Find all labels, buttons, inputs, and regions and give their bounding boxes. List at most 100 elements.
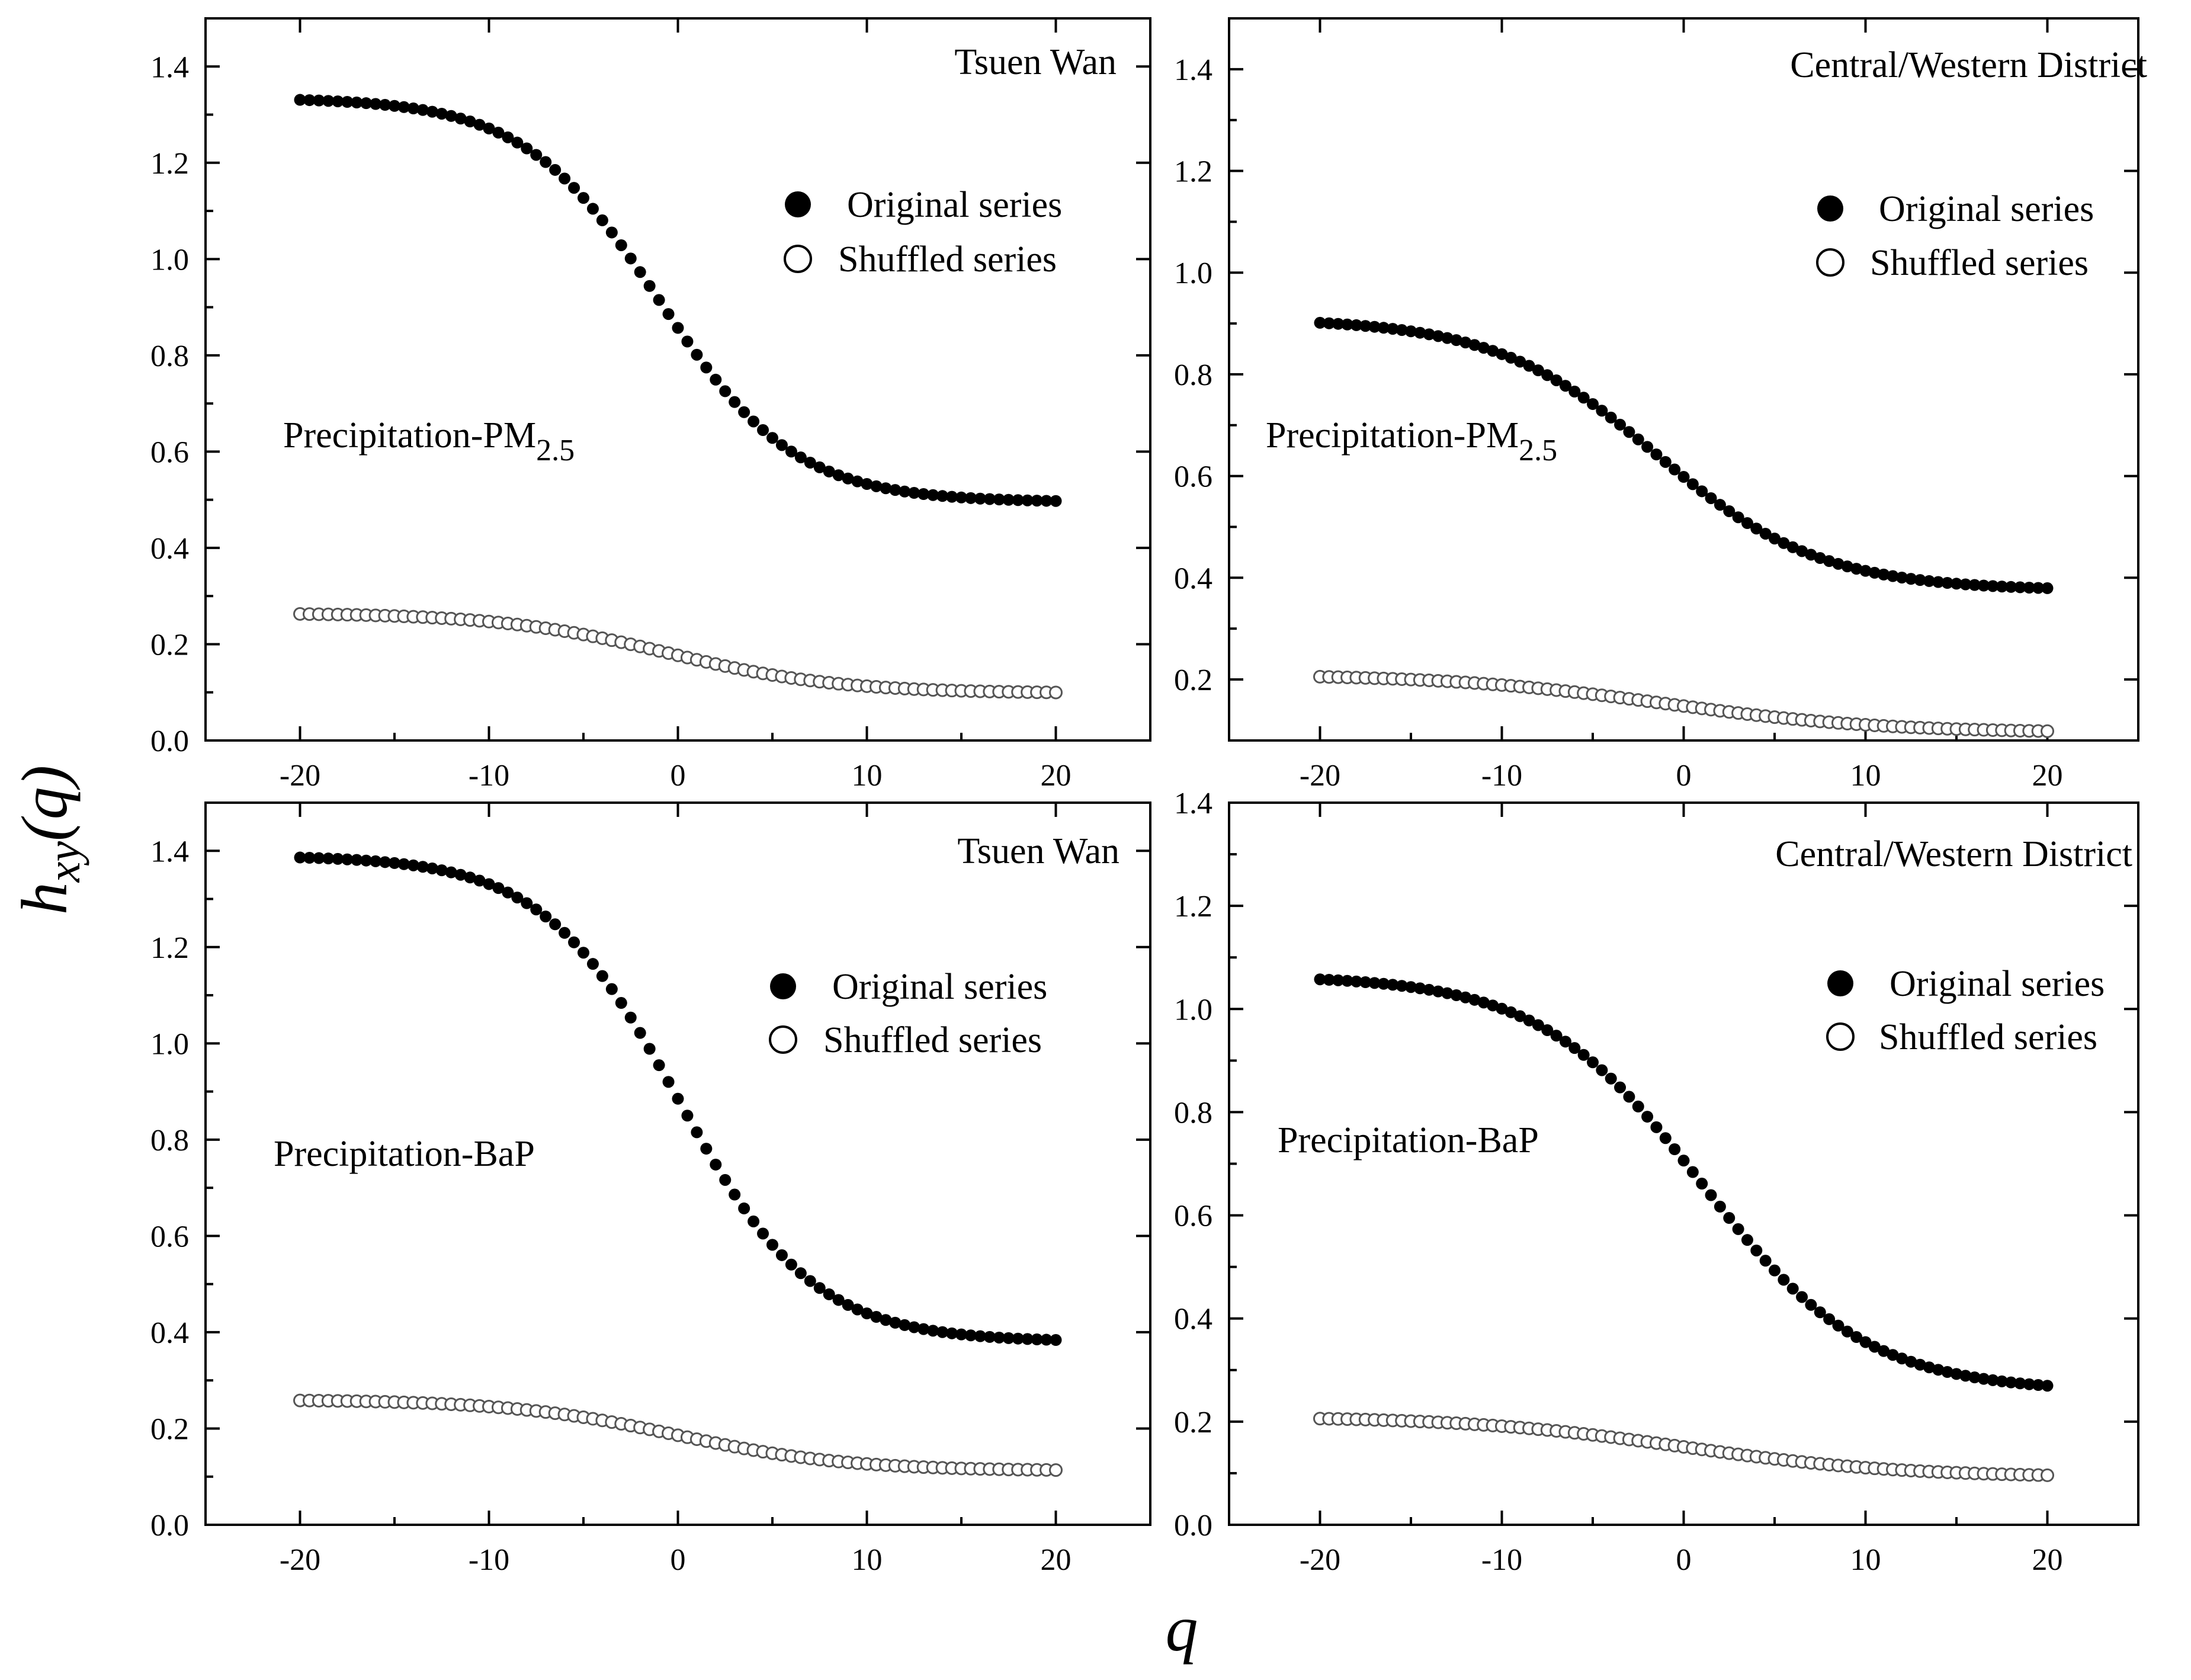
original-point — [1021, 494, 1034, 506]
original-point — [823, 465, 835, 477]
original-point — [1577, 1049, 1590, 1061]
original-point — [946, 1327, 958, 1339]
original-point — [445, 110, 457, 122]
original-point — [861, 478, 873, 490]
original-point — [1878, 568, 1890, 581]
original-point — [1895, 1352, 1908, 1365]
original-point — [530, 149, 543, 161]
original-point — [918, 1323, 930, 1335]
original-point — [1941, 1366, 1953, 1378]
original-point — [332, 852, 344, 865]
original-point — [672, 322, 684, 334]
original-point — [1514, 355, 1526, 368]
original-point — [908, 487, 920, 499]
original-point — [861, 1307, 873, 1320]
original-point — [473, 118, 486, 131]
original-point — [1468, 339, 1481, 351]
original-point — [1477, 342, 1490, 354]
legend: Original series Shuffled series — [1826, 964, 2105, 1057]
original-point — [1941, 577, 1953, 589]
original-point — [662, 308, 675, 320]
original-point — [1523, 360, 1535, 372]
original-point — [351, 854, 363, 866]
original-point — [379, 99, 392, 111]
original-point — [1968, 1371, 1981, 1384]
original-point — [1002, 493, 1015, 506]
y-tick-label: 0.8 — [1174, 358, 1212, 392]
legend-label-original: Original series — [832, 967, 1047, 1007]
axis-ticks: -20 -10 0 10 20 0.2 0.4 0.6 0.8 1.0 1.2 1.4 — [1174, 17, 2139, 793]
original-point — [313, 94, 325, 107]
original-point — [927, 489, 939, 501]
original-point — [568, 936, 580, 948]
original-point — [1959, 578, 1972, 591]
original-point — [1387, 979, 1399, 991]
original-point — [1541, 1024, 1554, 1036]
original-point — [1450, 334, 1462, 347]
y-tick-label: 1.2 — [1174, 155, 1212, 189]
x-tick-label: 10 — [1850, 1543, 1881, 1577]
legend-label-original: Original series — [847, 185, 1062, 225]
original-point — [1596, 1064, 1608, 1076]
original-point — [729, 1188, 741, 1201]
original-point — [549, 163, 562, 176]
original-point — [435, 864, 448, 877]
legend-marker-shuffled — [1826, 1022, 1855, 1051]
original-point — [1978, 579, 1990, 592]
original-point — [880, 1314, 892, 1326]
legend-marker-shuffled — [784, 245, 812, 273]
original-point — [2041, 582, 2054, 594]
original-point — [955, 1328, 967, 1341]
y-tick-label: 0.6 — [1174, 1200, 1212, 1233]
x-tick-label: 10 — [852, 1543, 883, 1577]
legend-label-shuffled: Shuffled series — [838, 239, 1057, 280]
original-point — [1577, 392, 1590, 404]
original-point — [559, 172, 571, 185]
y-tick-label: 0.2 — [150, 628, 189, 662]
original-point — [615, 239, 627, 251]
y-tick-label: 0.0 — [150, 1509, 189, 1543]
original-point — [407, 102, 419, 115]
original-point — [586, 958, 599, 970]
original-point — [1759, 1255, 1772, 1267]
x-tick-label: -20 — [1300, 759, 1340, 793]
original-point — [1332, 974, 1345, 986]
original-point — [2005, 1376, 2017, 1389]
y-tick-label: 0.4 — [1174, 1303, 1212, 1336]
original-point — [351, 97, 363, 109]
original-point — [360, 854, 373, 867]
original-point — [540, 910, 552, 923]
original-point — [1750, 1244, 1763, 1256]
original-point — [1314, 316, 1326, 329]
original-point — [1459, 991, 1472, 1003]
original-point — [1832, 557, 1844, 570]
original-point — [719, 385, 732, 397]
x-axis-label: q — [1166, 1592, 1198, 1665]
original-point — [1832, 1319, 1844, 1332]
original-point — [719, 1174, 732, 1186]
original-point — [1887, 570, 1899, 582]
y-tick-label: 1.0 — [1174, 257, 1212, 290]
original-point — [605, 226, 618, 239]
y-tick-label: 0.2 — [150, 1412, 189, 1446]
original-point — [1959, 1370, 1972, 1382]
original-point — [1504, 351, 1517, 364]
original-point — [1987, 1374, 1999, 1386]
original-point — [1951, 578, 1962, 590]
original-point — [1477, 996, 1490, 1009]
y-tick-label: 1.0 — [150, 243, 189, 277]
x-tick-label: -10 — [1481, 759, 1522, 793]
original-point — [1696, 485, 1708, 498]
legend-label-original: Original series — [1879, 189, 2094, 229]
original-point — [1040, 1333, 1053, 1346]
y-tick-label: 1.4 — [1174, 53, 1212, 87]
original-point — [483, 122, 495, 134]
original-point — [927, 1325, 939, 1337]
original-point — [615, 997, 627, 1009]
original-point — [757, 1227, 769, 1240]
original-point — [1641, 441, 1654, 453]
original-point — [1868, 566, 1881, 579]
series-label: Precipitation-BaP — [1278, 1120, 1539, 1160]
original-point — [1932, 576, 1945, 588]
